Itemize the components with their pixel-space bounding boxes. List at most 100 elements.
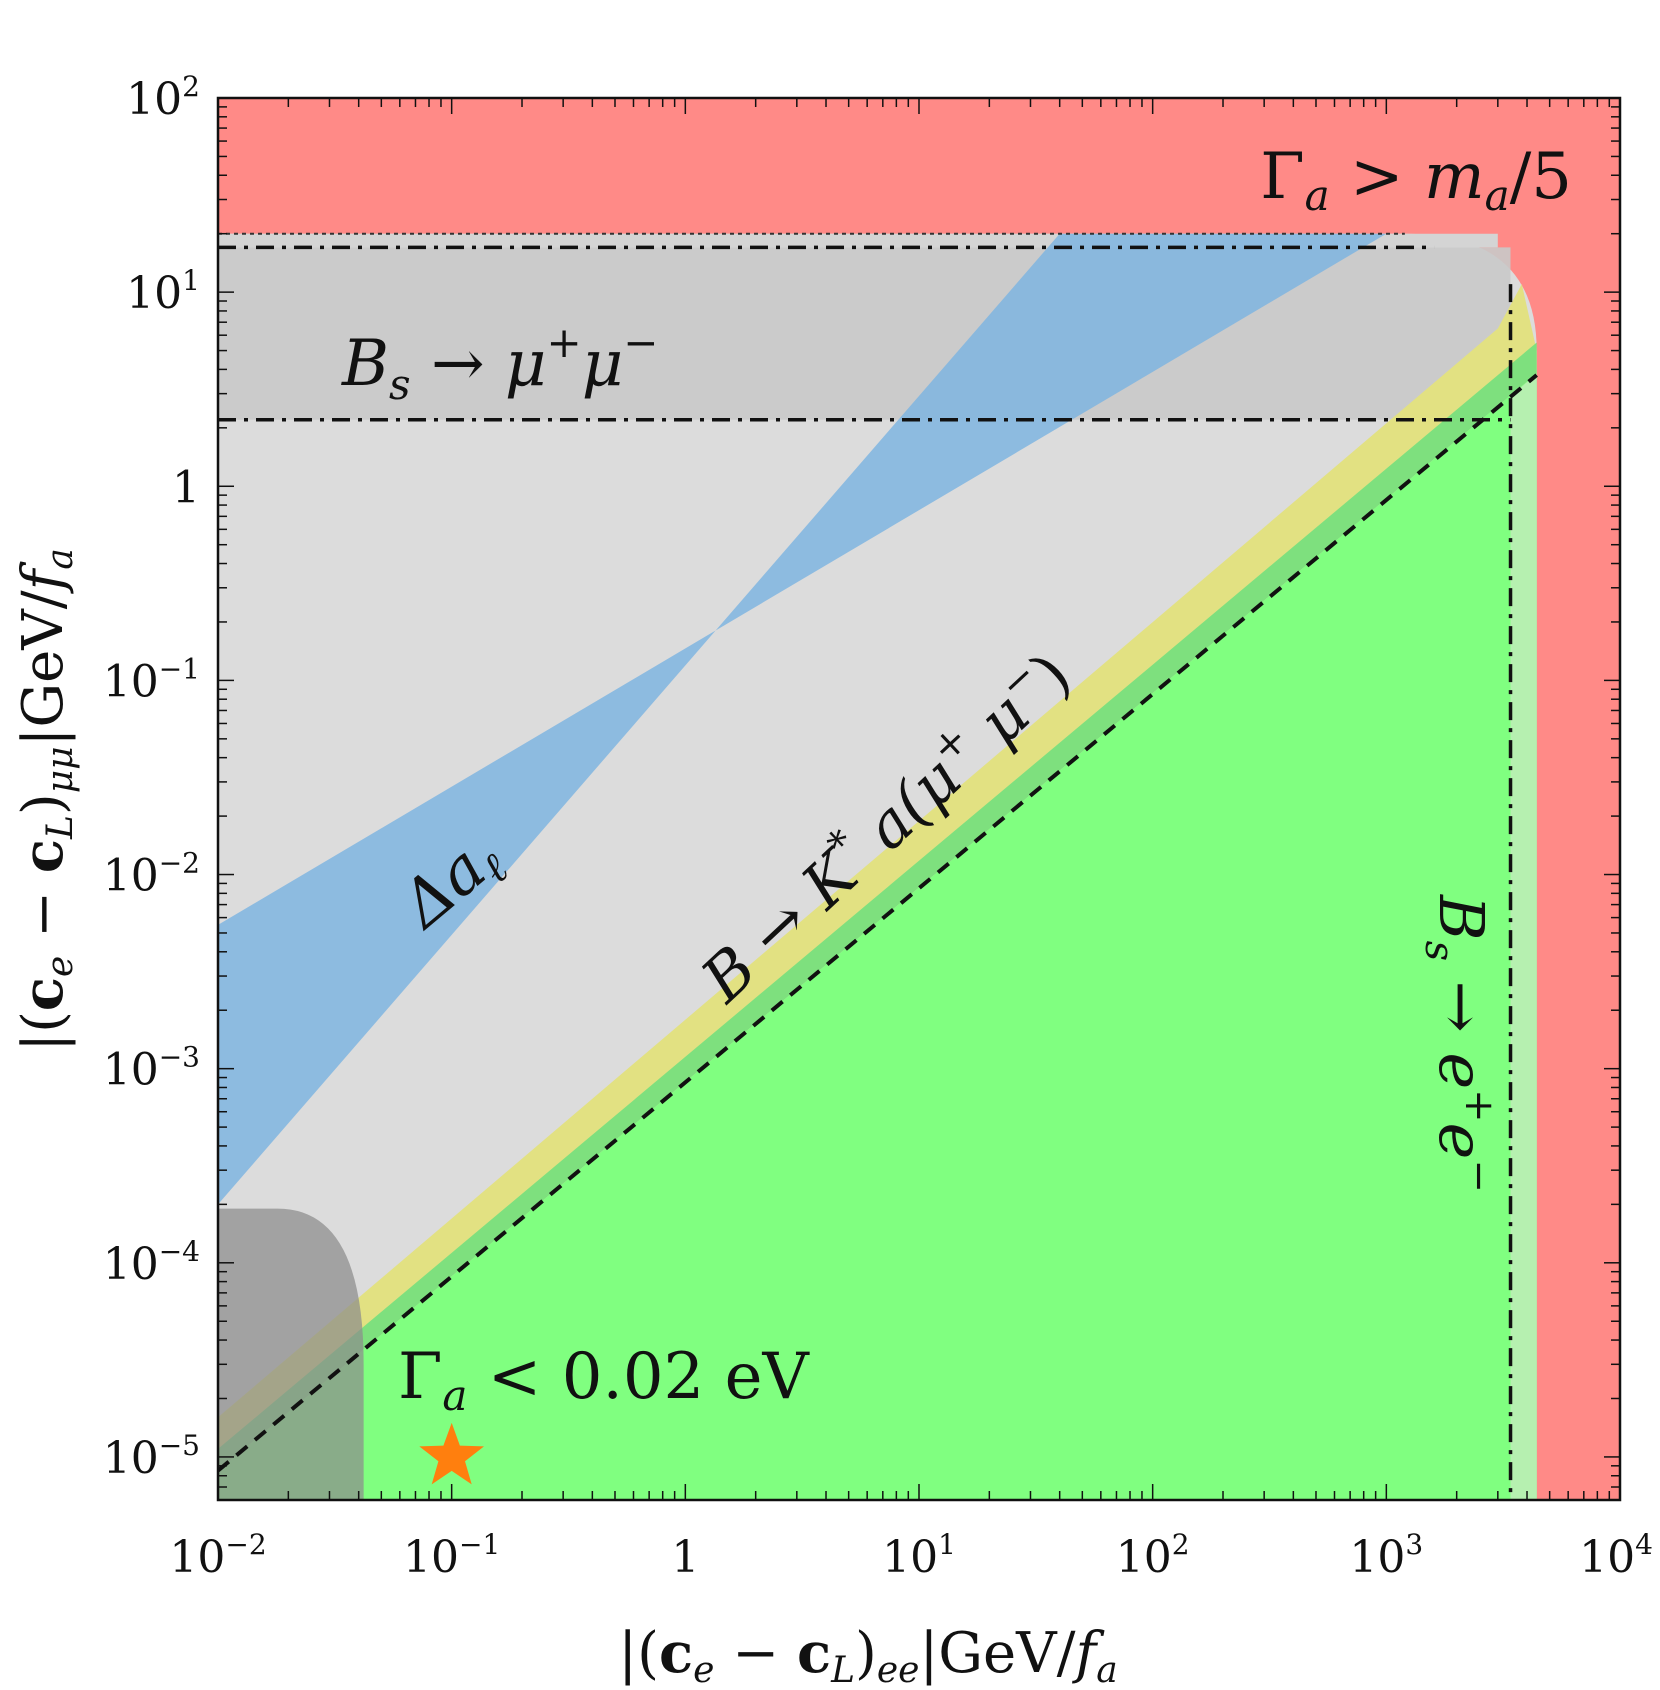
x-tick-label: 1 — [671, 1532, 699, 1583]
y-axis-rest: |GeV/ — [11, 590, 76, 746]
x-axis-ce-sub: e — [693, 1650, 714, 1690]
bkstar-green-band — [218, 342, 1537, 1471]
y-tick-label-exp: −1 — [159, 652, 200, 685]
bs-ee-e: e — [1425, 1123, 1498, 1160]
y-tick-label: 101 — [126, 264, 200, 319]
y-tick-label-base: 1 — [172, 462, 200, 513]
x-tick-label: 102 — [1116, 1528, 1190, 1583]
y-tick-label-exp: −3 — [159, 1041, 200, 1074]
x-axis-open: |( — [618, 1621, 659, 1686]
x-tick-label-exp: −2 — [225, 1528, 266, 1561]
y-tick-label-base: 10 — [103, 1045, 159, 1096]
width-excluded-gamma-sub: a — [1305, 171, 1330, 220]
x-axis-f-sub: a — [1096, 1650, 1117, 1690]
x-tick-label-exp: 1 — [938, 1528, 956, 1561]
x-tick-label-exp: −1 — [459, 1528, 500, 1561]
y-tick-label: 10−3 — [103, 1041, 200, 1096]
plot-frame — [216, 96, 1622, 1502]
x-tick-label: 10−2 — [169, 1528, 266, 1583]
width-excluded-rest: > m — [1330, 140, 1485, 214]
x-tick-label-base: 10 — [882, 1532, 938, 1583]
y-axis-open: |( — [11, 1011, 76, 1052]
bs-mumu-b: B — [341, 327, 389, 401]
x-tick-label: 10−1 — [403, 1528, 500, 1583]
y-axis-cl-sub: L — [40, 815, 81, 840]
y-axis-cl: c — [10, 839, 76, 873]
width-allowed-label: Γa < 0.02 eV — [398, 1340, 810, 1420]
plot-regions — [218, 98, 1620, 1500]
minor-ticks — [217, 98, 1620, 1501]
y-axis-close: ) — [11, 793, 76, 815]
y-axis-title: |(ce − cL)μμ|GeV/fa — [10, 548, 81, 1052]
width-allowed-gamma: Γ — [398, 1340, 442, 1414]
x-tick-label-exp: 4 — [1635, 1528, 1653, 1561]
width-excluded-gamma: Γ — [1260, 140, 1304, 214]
x-tick-label-exp: 2 — [1172, 1528, 1190, 1561]
x-tick-label-base: 10 — [1349, 1532, 1405, 1583]
benchmark-star — [419, 1422, 484, 1485]
y-tick-label: 10−4 — [103, 1235, 200, 1290]
y-tick-label-base: 10 — [103, 656, 159, 707]
x-tick-label-base: 10 — [403, 1532, 459, 1583]
x-tick-label-base: 10 — [1116, 1532, 1172, 1583]
y-axis-f-sub: a — [40, 548, 81, 569]
x-axis-minus: − — [714, 1621, 797, 1686]
x-axis-rest: |GeV/ — [919, 1621, 1075, 1686]
x-tick-label: 103 — [1349, 1528, 1423, 1583]
y-tick-label-exp: −2 — [159, 847, 200, 880]
x-tick-label: 101 — [882, 1528, 956, 1583]
y-tick-label-base: 10 — [103, 851, 159, 902]
x-axis-close: ) — [855, 1621, 877, 1686]
x-axis-ce: c — [659, 1620, 693, 1686]
y-tick-label: 10−2 — [103, 847, 200, 902]
bs-mumu-plus: + — [547, 318, 582, 367]
x-axis-cl-sub: L — [830, 1650, 855, 1690]
y-tick-label: 10−1 — [103, 652, 200, 707]
width-allowed-sub: a — [442, 1371, 467, 1420]
x-tick-label-base: 10 — [1579, 1532, 1635, 1583]
y-axis-ce: c — [10, 977, 76, 1011]
x-tick-label-base: 1 — [671, 1532, 699, 1583]
x-axis-title: |(ce − cL)ee|GeV/fa — [618, 1620, 1117, 1690]
bs-ee-label: Bs → e+e− — [1416, 894, 1502, 1193]
y-tick-label-base: 10 — [126, 268, 182, 319]
y-tick-label-base: 10 — [126, 74, 182, 125]
bs-mumu-minus: − — [623, 318, 658, 367]
corner-gray-region — [218, 1208, 364, 1500]
bs-ee-minus: − — [1456, 1159, 1502, 1193]
bs-mumu-arrow: → μ — [411, 327, 547, 401]
bs-ee-strip — [1510, 373, 1537, 1500]
y-tick-label: 1 — [172, 462, 200, 513]
width-excluded-ma-sub: a — [1485, 171, 1510, 220]
width-excluded-tail: /5 — [1510, 140, 1572, 214]
width-allowed-rest: < 0.02 eV — [467, 1340, 810, 1414]
y-tick-label: 10−5 — [103, 1429, 200, 1484]
y-tick-label-exp: 2 — [182, 70, 200, 103]
bs-mumu-mu: μ — [582, 327, 624, 401]
bs-mumu-s: s — [389, 360, 411, 409]
x-axis-cl: c — [797, 1620, 831, 1686]
bs-ee-b: B — [1425, 894, 1498, 941]
x-tick-label-base: 10 — [169, 1532, 225, 1583]
y-tick-label-exp: −4 — [159, 1235, 200, 1268]
bs-ee-arrow: → e — [1425, 961, 1498, 1089]
bs-mumu-label: Bs → μ+μ− — [341, 318, 659, 409]
x-tick-label: 104 — [1579, 1528, 1653, 1583]
y-tick-label-base: 10 — [103, 1239, 159, 1290]
allowed-green-region — [218, 373, 1537, 1500]
bs-ee-plus: + — [1456, 1089, 1502, 1123]
x-tick-label-exp: 3 — [1405, 1528, 1423, 1561]
width-excluded-label: Γa > ma/5 — [1260, 140, 1572, 220]
y-tick-label-base: 10 — [103, 1433, 159, 1484]
y-axis-minus: − — [11, 873, 76, 956]
y-axis-idx: μμ — [40, 746, 81, 793]
bs-ee-s: s — [1416, 941, 1462, 962]
dashed-diagonal-line — [218, 373, 1538, 1473]
y-axis-ce-sub: e — [40, 956, 81, 977]
y-tick-label-exp: −5 — [159, 1429, 200, 1462]
x-axis-idx: ee — [877, 1650, 920, 1690]
y-tick-label: 102 — [126, 70, 200, 125]
y-tick-label-exp: 1 — [182, 264, 200, 297]
